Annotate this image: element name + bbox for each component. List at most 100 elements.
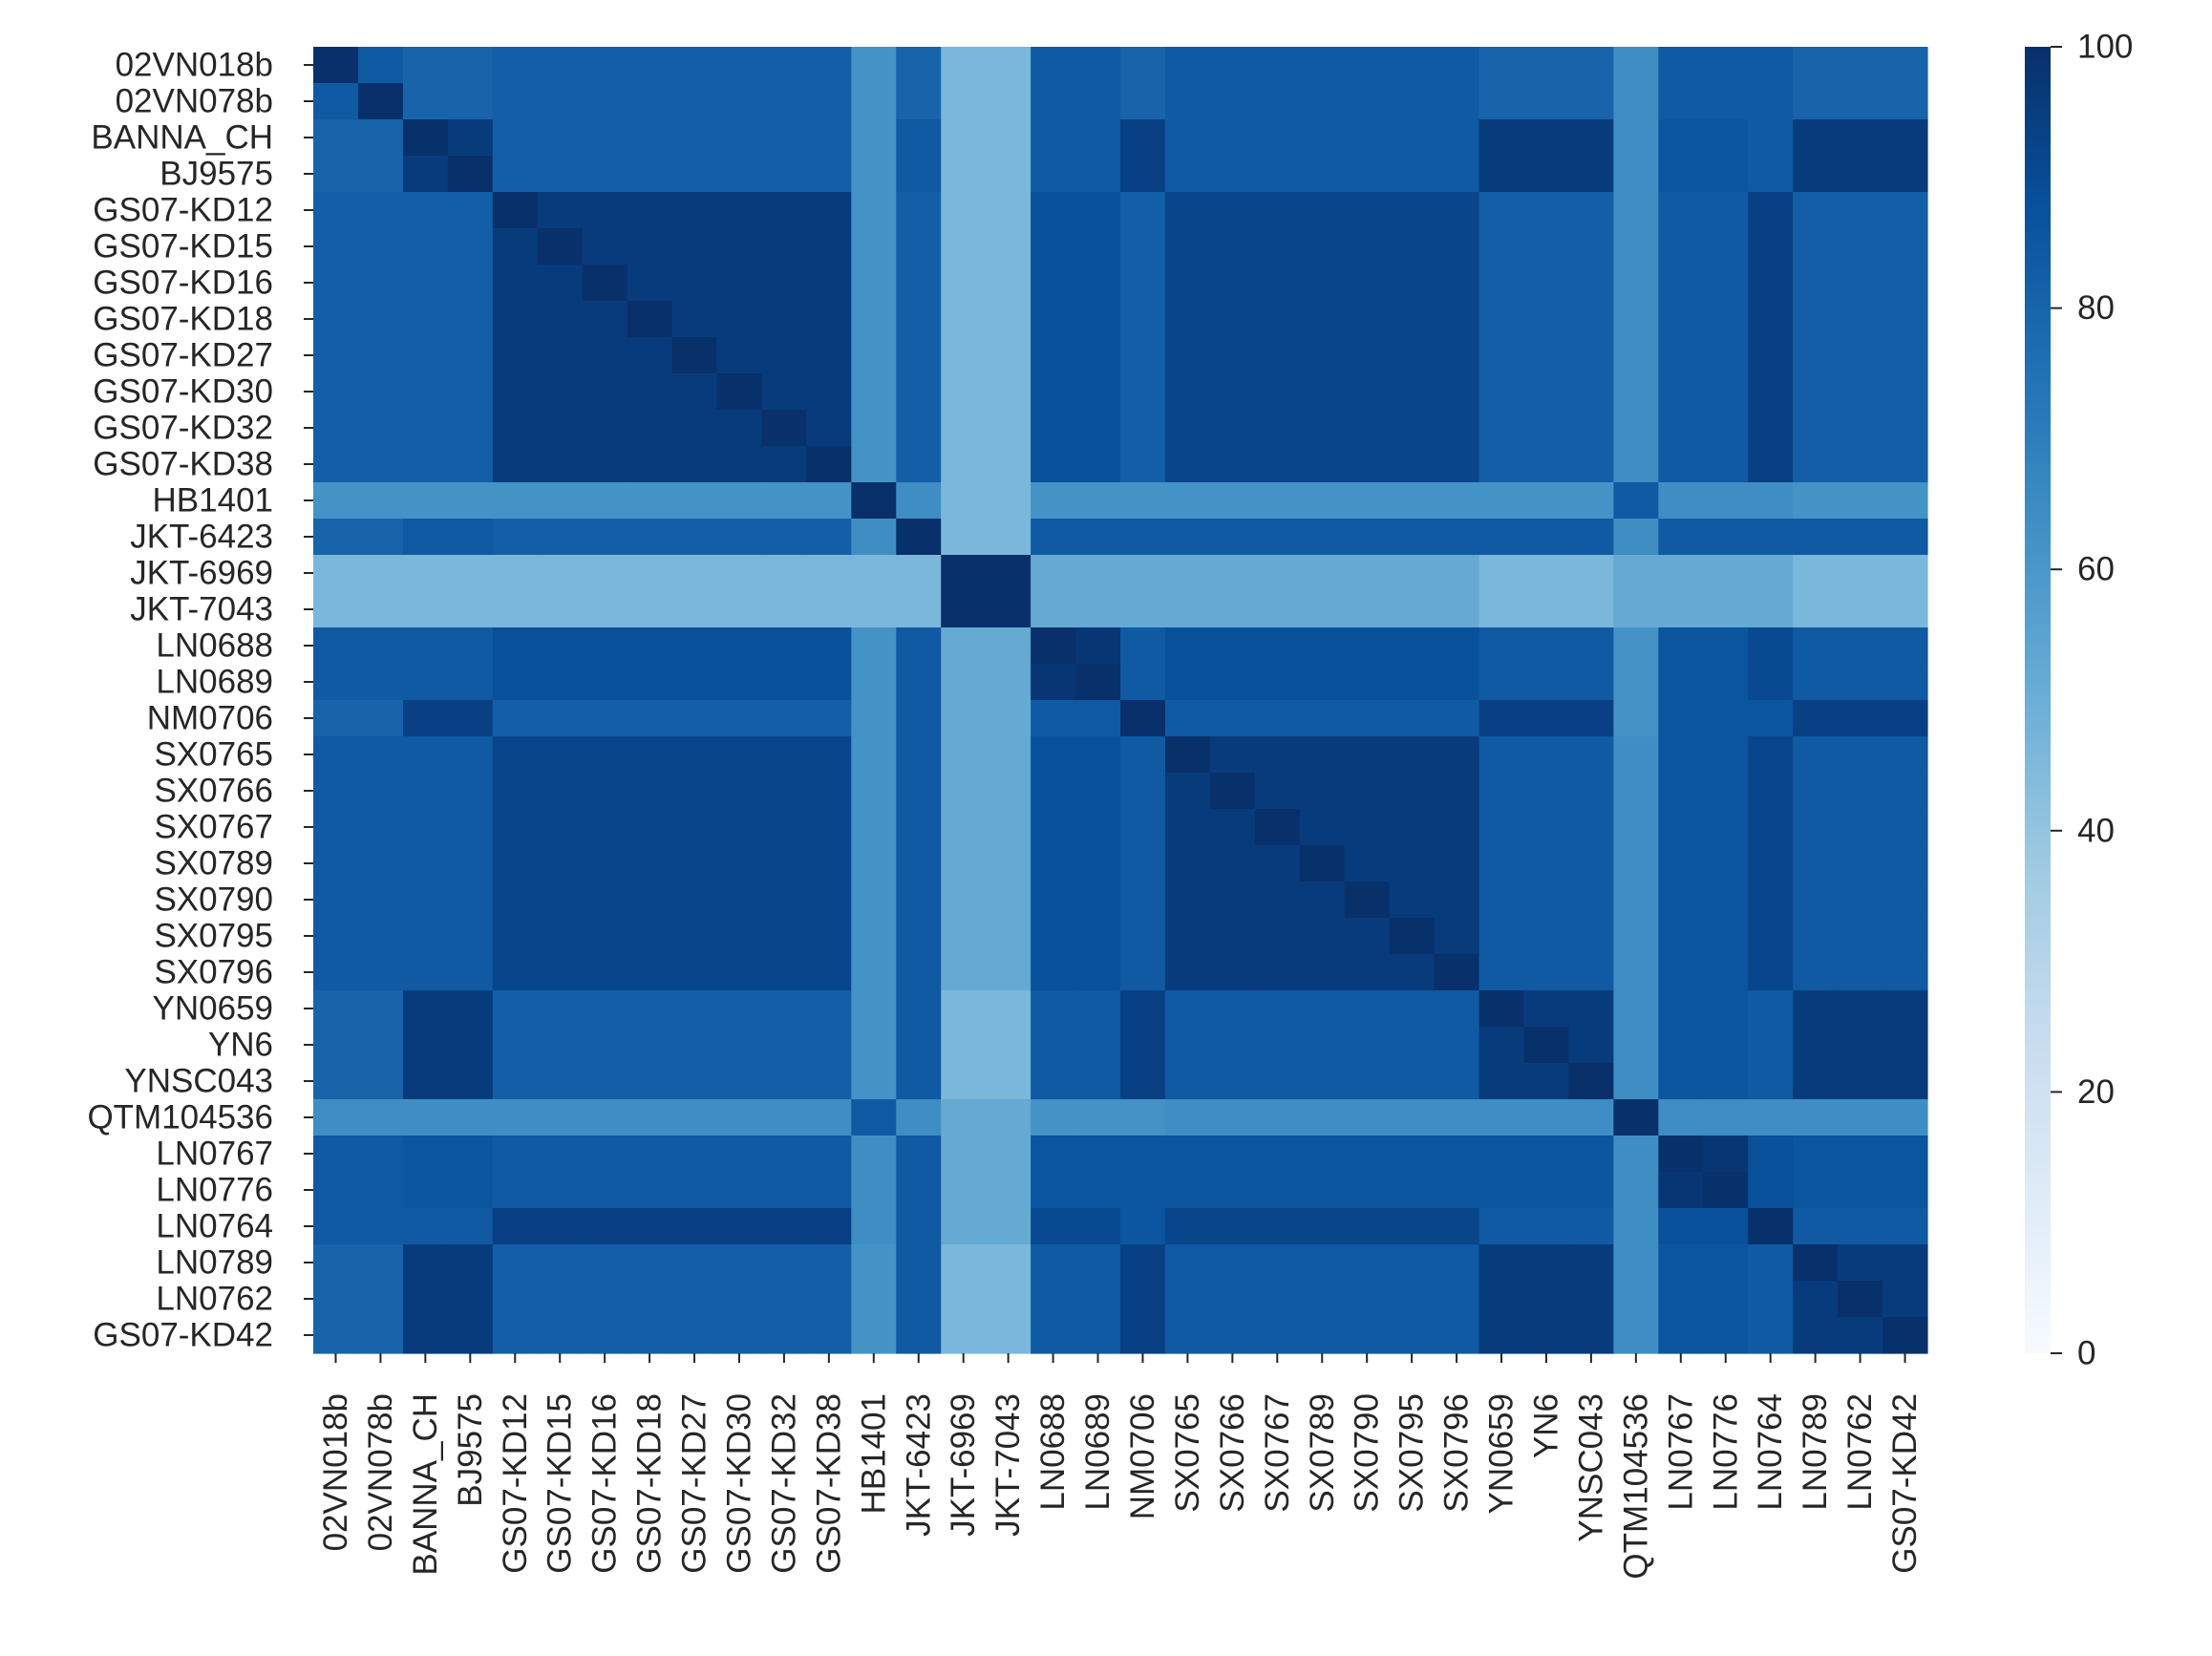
heatmap-cell (1254, 337, 1301, 374)
heatmap-cell (986, 1099, 1032, 1136)
heatmap-cell (1568, 1027, 1614, 1064)
heatmap-cell (357, 192, 404, 229)
heatmap-cell (582, 410, 628, 447)
heatmap-cell (1882, 954, 1928, 991)
heatmap-cell (313, 519, 359, 556)
heatmap-cell (1299, 83, 1346, 120)
heatmap-cell (716, 482, 763, 520)
heatmap-cell (627, 627, 673, 665)
heatmap-cell (1120, 664, 1166, 701)
heatmap-cell (1031, 918, 1076, 955)
heatmap-cell (1209, 192, 1256, 229)
heatmap-cell (761, 156, 807, 193)
heatmap-cell (1164, 519, 1211, 556)
heatmap-cell (851, 1063, 897, 1100)
heatmap-cell (1748, 954, 1794, 991)
heatmap-cell (1031, 228, 1076, 265)
row-label: YNSC043 (124, 1063, 273, 1100)
heatmap-cell (1344, 1099, 1391, 1136)
heatmap-cell (1568, 156, 1614, 193)
heatmap-cell (1075, 156, 1121, 193)
heatmap-cell (1793, 83, 1839, 120)
heatmap-cell (1075, 1208, 1121, 1245)
heatmap-cell (896, 845, 942, 882)
heatmap-cell (1344, 845, 1391, 882)
heatmap-cell (986, 1136, 1032, 1173)
heatmap-cell (357, 156, 404, 193)
heatmap-cell (1344, 1281, 1391, 1318)
heatmap-cell (1075, 918, 1121, 955)
heatmap-cell (1793, 265, 1839, 302)
heatmap-cell (671, 519, 718, 556)
heatmap-cell (1703, 845, 1749, 882)
heatmap-cell (806, 301, 852, 338)
heatmap-cell (402, 736, 449, 774)
heatmap-cell (313, 1317, 359, 1354)
heatmap-cell (1613, 664, 1659, 701)
heatmap-cell (716, 1027, 763, 1064)
row-label: LN0688 (156, 627, 273, 665)
heatmap-cell (492, 773, 539, 810)
heatmap-cell (941, 337, 987, 374)
heatmap-cell (313, 228, 359, 265)
heatmap-cell (627, 119, 673, 157)
heatmap-cell (896, 446, 942, 483)
heatmap-cell (761, 1027, 807, 1064)
heatmap-cell (1209, 156, 1256, 193)
heatmap-cell (1523, 1172, 1570, 1209)
heatmap-cell (1344, 410, 1391, 447)
heatmap-cell (447, 83, 494, 120)
heatmap-cell (806, 918, 852, 955)
heatmap-cell (1882, 1208, 1928, 1245)
heatmap-cell (582, 119, 628, 157)
heatmap-cell (1389, 373, 1436, 411)
heatmap-cell (1568, 373, 1614, 411)
heatmap-cell (851, 1281, 897, 1318)
heatmap-cell (1748, 47, 1794, 84)
heatmap-cell (1793, 1281, 1839, 1318)
heatmap-cell (1254, 990, 1301, 1028)
heatmap-cell (1748, 446, 1794, 483)
heatmap-cell (1434, 482, 1480, 520)
heatmap-cell (1478, 1027, 1525, 1064)
heatmap-cell (1838, 918, 1883, 955)
heatmap-cell (1389, 1136, 1436, 1173)
heatmap-cell (402, 591, 449, 628)
heatmap-cell (402, 1317, 449, 1354)
heatmap-cell (1254, 265, 1301, 302)
heatmap-cell (1344, 990, 1391, 1028)
heatmap-cell (761, 192, 807, 229)
heatmap-cell (1793, 228, 1839, 265)
heatmap-cell (806, 881, 852, 919)
heatmap-cell (1209, 555, 1256, 592)
heatmap-cell (1658, 627, 1704, 665)
heatmap-cell (1075, 664, 1121, 701)
heatmap-cell (1120, 918, 1166, 955)
heatmap-cell (1031, 83, 1076, 120)
heatmap-cell (1254, 373, 1301, 411)
heatmap-cell (761, 627, 807, 665)
heatmap-cell (627, 555, 673, 592)
heatmap-cell (1164, 918, 1211, 955)
heatmap-cell (851, 228, 897, 265)
column-label: GS07-KD15 (542, 1393, 579, 1574)
heatmap-cell (806, 664, 852, 701)
heatmap-cell (313, 1063, 359, 1100)
heatmap-cell (1748, 809, 1794, 846)
heatmap-cell (941, 47, 987, 84)
heatmap-cell (1254, 47, 1301, 84)
heatmap-cell (447, 1099, 494, 1136)
heatmap-cell (492, 482, 539, 520)
heatmap-cell (1838, 192, 1883, 229)
heatmap-cell (492, 954, 539, 991)
heatmap-cell (806, 337, 852, 374)
heatmap-cell (1164, 773, 1211, 810)
heatmap-cell (1793, 627, 1839, 665)
heatmap-cell (1434, 700, 1480, 737)
heatmap-cell (761, 1244, 807, 1282)
heatmap-cell (1209, 519, 1256, 556)
heatmap-cell (1164, 228, 1211, 265)
heatmap-cell (1882, 918, 1928, 955)
heatmap-cell (896, 156, 942, 193)
row-label: GS07-KD38 (93, 446, 273, 483)
